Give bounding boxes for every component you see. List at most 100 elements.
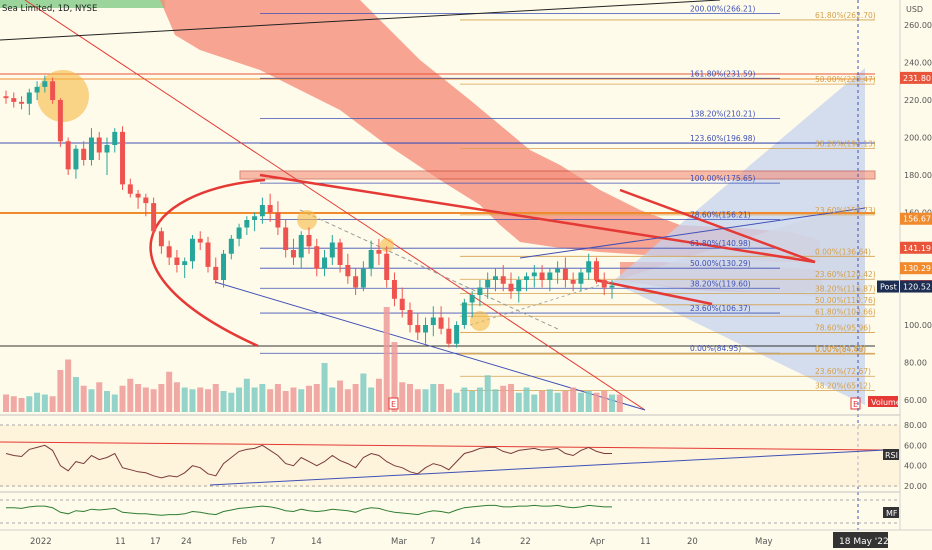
candle-body: [360, 268, 366, 288]
time-tick-label: Mar: [391, 537, 408, 547]
candle-body: [492, 276, 498, 280]
rsi-tick-label: 80.00: [904, 421, 927, 430]
candle-body: [306, 235, 312, 247]
fib-label: 0.00%(136.64): [815, 247, 871, 256]
volume-bar: [243, 378, 250, 412]
candle-body: [50, 81, 56, 100]
time-tick-label: 2022: [30, 537, 52, 547]
price-badge-label: 120.52: [903, 283, 931, 292]
time-axis[interactable]: [0, 530, 932, 550]
price-tick-label: 80.00: [904, 359, 927, 368]
volume-bar: [352, 384, 359, 412]
volume-bars: [3, 307, 623, 412]
candle-body: [290, 250, 296, 258]
fib-label: 61.80%(104.66): [815, 307, 876, 316]
highlight-circle-2: [297, 210, 317, 230]
volume-bar: [274, 384, 281, 412]
volume-bar: [577, 392, 584, 412]
candle-body: [81, 148, 87, 160]
candle-body: [275, 212, 281, 228]
candle-body: [384, 253, 390, 280]
currency-label: USD: [906, 5, 923, 14]
candle-body: [19, 101, 25, 104]
fib-label: 78.60%(95.96): [815, 324, 871, 333]
volume-bar: [375, 378, 382, 412]
header-highlight: [0, 0, 165, 8]
volume-bar: [391, 342, 398, 412]
volume-bar: [344, 389, 351, 412]
candle-body: [104, 145, 110, 153]
trendline-blue-upper: [519, 207, 866, 259]
volume-bar: [119, 385, 126, 412]
candle-body: [485, 280, 491, 288]
rsi-line: [5, 444, 612, 479]
volume-badge-label: Volume: [871, 398, 901, 407]
candle-body: [531, 272, 537, 277]
projection-fan-blue: [612, 68, 865, 405]
trendline-red-lower: [594, 278, 713, 306]
volume-bar: [49, 396, 56, 412]
fib-label: 200.00%(266.21): [690, 4, 756, 13]
price-badge-label: 156.67: [903, 215, 931, 224]
volume-bar: [407, 384, 413, 412]
volume-bar: [585, 391, 592, 412]
candle-body: [539, 272, 545, 280]
candle-body: [562, 268, 568, 280]
candle-body: [88, 137, 94, 160]
candle-body: [423, 325, 429, 333]
time-tick-label: 11: [640, 537, 651, 547]
candle-body: [601, 280, 607, 288]
volume-bar: [414, 389, 421, 412]
candle-body: [158, 231, 164, 247]
volume-bar: [445, 389, 452, 412]
volume-bar: [189, 389, 196, 412]
fib-label: 123.60%(196.98): [690, 134, 756, 143]
highlight-circle-1: [37, 70, 89, 122]
arc-pattern: [149, 178, 266, 348]
fib-label: 38.20%(116.87): [815, 284, 876, 293]
candle-body: [329, 242, 335, 258]
volume-bar: [601, 391, 608, 412]
candle-body: [353, 276, 359, 288]
fib-label: 0.00%(84.48): [815, 345, 866, 354]
candle-body: [593, 261, 599, 280]
candle-body: [143, 197, 149, 204]
candle-body: [26, 92, 32, 104]
rsi-tick-label: 60.00: [904, 441, 927, 450]
volume-bar: [313, 384, 320, 412]
candle-body: [391, 280, 397, 299]
earnings-event-marker[interactable]: [388, 397, 399, 410]
candle-body: [438, 317, 444, 329]
price-tick-label: 200.00: [904, 134, 932, 143]
highlight-circle-4: [470, 311, 490, 331]
volume-bar: [267, 389, 274, 412]
candle-body: [298, 235, 304, 258]
price-axis[interactable]: [900, 0, 932, 550]
candle-body: [73, 148, 79, 170]
volume-bar: [469, 391, 476, 412]
volume-bar: [80, 385, 87, 412]
highlight-circle-3: [380, 238, 394, 252]
volume-bar: [562, 391, 569, 412]
volume-bar: [41, 394, 48, 412]
time-tick-label: 11: [115, 537, 126, 547]
fib-label: 23.60%(106.37): [690, 304, 751, 313]
fib-label: 161.80%(231.59): [690, 69, 756, 78]
fib-label: 38.20%(194.13): [815, 140, 876, 149]
volume-bar: [220, 391, 227, 412]
candle-body: [259, 205, 265, 217]
candle-body: [151, 203, 157, 232]
time-tick-label: 14: [311, 537, 322, 547]
trendline-red-upper: [619, 188, 816, 264]
price-tick-label: 240.00: [904, 59, 932, 68]
symbol-title[interactable]: Sea Limited, 1D, NYSE: [2, 4, 97, 14]
earnings-event-marker-future[interactable]: [850, 397, 861, 410]
price-badge-label: 130.29: [903, 264, 931, 273]
candle-body: [96, 137, 102, 153]
fib-label: 38.20%(65.12): [815, 381, 871, 390]
candle-body: [524, 276, 530, 280]
candle-body: [197, 238, 203, 243]
volume-bar: [3, 394, 9, 412]
fib-label: 138.20%(210.21): [690, 109, 756, 118]
